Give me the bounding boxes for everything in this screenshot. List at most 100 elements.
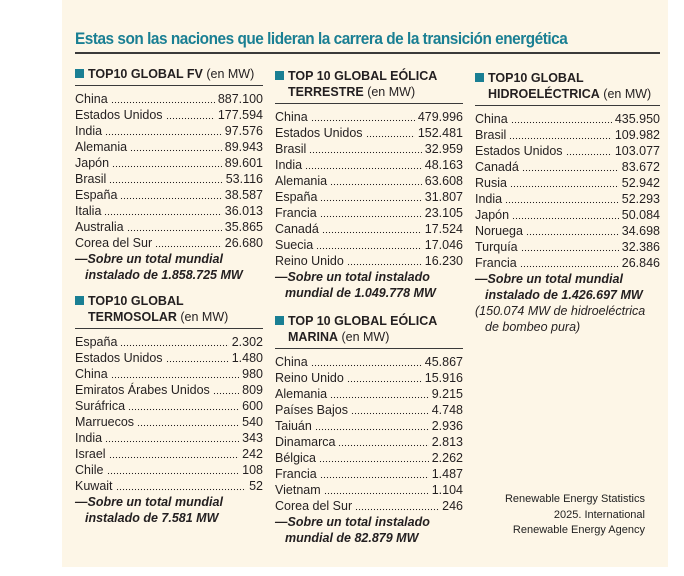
dot-leader bbox=[110, 363, 240, 379]
dot-leader bbox=[355, 495, 440, 511]
capacity-value: 48.163 bbox=[424, 158, 463, 172]
table-row: China 45.867 bbox=[275, 351, 463, 370]
dot-leader bbox=[319, 202, 422, 218]
table-eolica-marina: TOP 10 GLOBAL EÓLICA MARINA (en MW) China 4… bbox=[275, 313, 463, 546]
capacity-value: 1.480 bbox=[231, 351, 263, 365]
capacity-value: 435.950 bbox=[614, 112, 660, 126]
country-name: España bbox=[75, 188, 118, 202]
country-name: España bbox=[75, 335, 118, 349]
dot-leader bbox=[323, 479, 429, 495]
table-row: Brasil 32.959 bbox=[275, 138, 463, 157]
table-row: España 38.587 bbox=[75, 184, 263, 203]
table-row: Dinamarca 2.813 bbox=[275, 431, 463, 450]
dot-leader bbox=[109, 168, 223, 184]
table-title: TOP 10 GLOBAL EÓLICA bbox=[288, 69, 438, 83]
dot-leader bbox=[155, 232, 222, 248]
country-name: Suráfrica bbox=[75, 399, 126, 413]
table-title: TOP 10 GLOBAL EÓLICA bbox=[288, 314, 438, 328]
capacity-value: 242 bbox=[242, 447, 263, 461]
table-row: Israel 242 bbox=[75, 443, 263, 462]
country-name: Turquía bbox=[475, 240, 518, 254]
total-note-line: mundial de 82.879 MW bbox=[285, 531, 419, 545]
total-note-line: instalado de 1.426.697 MW bbox=[485, 288, 643, 302]
dot-leader bbox=[120, 331, 229, 347]
table-header: TOP 10 GLOBAL EÓLICA MARINA (en MW) bbox=[275, 313, 463, 349]
table-row: Emiratos Árabes Unidos 809 bbox=[75, 379, 263, 398]
dot-leader bbox=[115, 475, 247, 491]
table-row: Reino Unido 15.916 bbox=[275, 367, 463, 386]
dot-leader bbox=[314, 415, 429, 431]
capacity-value: 26.846 bbox=[621, 256, 660, 270]
square-bullet-icon bbox=[475, 73, 484, 82]
country-name: Brasil bbox=[475, 128, 507, 142]
capacity-value: 980 bbox=[242, 367, 263, 381]
capacity-value: 52.942 bbox=[621, 176, 660, 190]
total-note: —Sobre un total mundial instalado de 7.58… bbox=[75, 494, 263, 526]
country-name: Marruecos bbox=[75, 415, 135, 429]
capacity-value: 600 bbox=[242, 399, 263, 413]
table-row: Reino Unido 16.230 bbox=[275, 250, 463, 269]
country-name: China bbox=[275, 110, 308, 124]
capacity-value: 2.936 bbox=[431, 419, 463, 433]
table-row: Rusia 52.942 bbox=[475, 172, 660, 191]
dot-leader bbox=[310, 106, 415, 122]
sub-note-line: de bombeo pura) bbox=[485, 320, 581, 334]
sub-note-line: (150.074 MW de hidroeléctrica bbox=[475, 304, 646, 318]
capacity-value: 32.386 bbox=[621, 240, 660, 254]
table-row: Italia 36.013 bbox=[75, 200, 263, 219]
table-hidroelectrica: TOP10 GLOBAL HIDROELÉCTRICA (en MW) China 4… bbox=[475, 70, 660, 335]
total-note-line: mundial de 1.049.778 MW bbox=[285, 286, 436, 300]
table-row: Canadá 17.524 bbox=[275, 218, 463, 237]
country-name: Kuwait bbox=[75, 479, 113, 493]
dot-leader bbox=[130, 136, 222, 152]
country-name: Francia bbox=[275, 467, 317, 481]
dot-leader bbox=[330, 383, 429, 399]
country-name: Brasil bbox=[75, 172, 107, 186]
table-unit: (en MW) bbox=[367, 85, 416, 99]
table-row: India 48.163 bbox=[275, 154, 463, 173]
country-name: Alemania bbox=[75, 140, 128, 154]
capacity-value: 152.481 bbox=[417, 126, 463, 140]
table-unit: (en MW) bbox=[180, 310, 229, 324]
dot-leader bbox=[346, 367, 422, 383]
capacity-value: 53.116 bbox=[225, 172, 263, 186]
dot-leader bbox=[105, 120, 222, 136]
dot-leader bbox=[520, 236, 619, 252]
table-header: TOP10 GLOBAL FV (en MW) bbox=[75, 66, 263, 86]
country-name: China bbox=[475, 112, 508, 126]
capacity-value: 4.748 bbox=[431, 403, 463, 417]
dot-leader bbox=[319, 447, 429, 463]
table-row: Vietnam 1.104 bbox=[275, 479, 463, 498]
country-name: Alemania bbox=[275, 174, 328, 188]
country-name: China bbox=[75, 367, 108, 381]
capacity-value: 17.524 bbox=[424, 222, 463, 236]
table-unit: (en MW) bbox=[341, 330, 390, 344]
capacity-value: 343 bbox=[242, 431, 263, 445]
capacity-value: 52 bbox=[249, 479, 263, 493]
table-header: TOP 10 GLOBAL EÓLICA TERRESTRE (en MW) bbox=[275, 68, 463, 104]
country-name: España bbox=[275, 190, 318, 204]
table-title-line2: MARINA bbox=[288, 330, 338, 344]
capacity-value: 177.594 bbox=[217, 108, 263, 122]
capacity-value: 34.698 bbox=[621, 224, 660, 238]
country-name: Estados Unidos bbox=[75, 108, 163, 122]
capacity-value: 32.959 bbox=[424, 142, 463, 156]
table-row: España 31.807 bbox=[275, 186, 463, 205]
table-row: Kuwait 52 bbox=[75, 475, 263, 494]
dot-leader bbox=[165, 104, 215, 120]
capacity-value: 17.046 bbox=[424, 238, 463, 252]
country-name: Vietnam bbox=[275, 483, 321, 497]
capacity-value: 31.807 bbox=[424, 190, 463, 204]
table-row: Francia 23.105 bbox=[275, 202, 463, 221]
source-citation: Renewable Energy Statistics 2025. Intern… bbox=[505, 492, 645, 539]
dot-leader bbox=[346, 250, 422, 266]
dot-leader bbox=[512, 204, 619, 220]
total-note-line: —Sobre un total mundial bbox=[475, 272, 623, 286]
table-row: China 887.100 bbox=[75, 88, 263, 107]
capacity-value: 108 bbox=[242, 463, 263, 477]
dot-leader bbox=[330, 170, 422, 186]
table-row: Japón 50.084 bbox=[475, 204, 660, 223]
table-row: India 52.293 bbox=[475, 188, 660, 207]
capacity-value: 36.013 bbox=[224, 204, 263, 218]
table-row: India 97.576 bbox=[75, 120, 263, 139]
